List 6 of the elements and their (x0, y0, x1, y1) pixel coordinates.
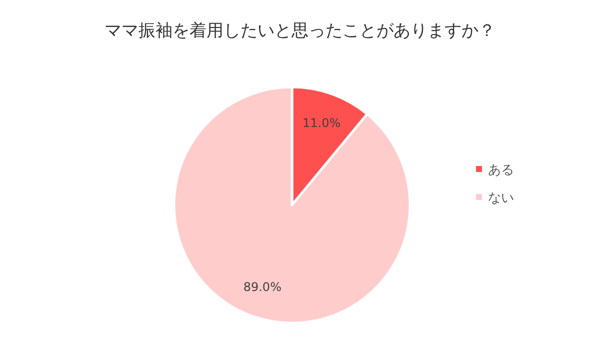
data-label: 89.0% (243, 280, 282, 294)
legend-label: ある (488, 163, 514, 178)
chart-title: ママ振袖を着用したいと思ったことがありますか？ (104, 21, 496, 41)
legend-label: ない (488, 191, 514, 206)
pie-slice (172, 86, 412, 324)
data-label: 11.0% (302, 116, 341, 130)
